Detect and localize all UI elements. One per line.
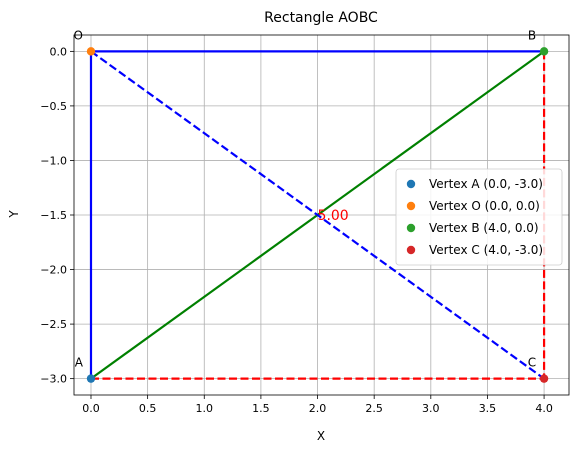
y-tick-label: 0.0 bbox=[50, 45, 68, 58]
legend-marker bbox=[406, 179, 416, 189]
y-tick-label: −1.0 bbox=[40, 154, 67, 167]
legend-entry: Vertex O (0.0, 0.0) bbox=[429, 199, 540, 213]
y-tick-label: −1.5 bbox=[40, 209, 67, 222]
legend-marker bbox=[406, 201, 416, 211]
vertex-point bbox=[86, 374, 96, 383]
legend-entry: Vertex A (0.0, -3.0) bbox=[429, 177, 543, 191]
diagonal-length-annotation: 5.00 bbox=[318, 208, 349, 224]
x-tick-label: 1.5 bbox=[252, 402, 270, 415]
vertex-label: A bbox=[75, 356, 84, 370]
y-tick-label: −2.0 bbox=[40, 264, 67, 277]
x-tick-label: 0.0 bbox=[82, 402, 100, 415]
vertex-points bbox=[86, 47, 549, 383]
vertex-point bbox=[539, 47, 549, 56]
y-tick-label: −0.5 bbox=[40, 100, 67, 113]
chart-title: Rectangle AOBC bbox=[264, 10, 378, 26]
x-tick-label: 2.5 bbox=[365, 402, 383, 415]
x-axis-label: X bbox=[317, 429, 325, 443]
x-tick-label: 1.0 bbox=[196, 402, 214, 415]
legend-marker bbox=[406, 223, 416, 233]
x-tick-label: 0.5 bbox=[139, 402, 157, 415]
y-tick-label: −2.5 bbox=[40, 318, 67, 331]
vertex-label: C bbox=[528, 356, 536, 370]
rectangle-edge-line bbox=[90, 50, 545, 380]
x-tick-label: 2.0 bbox=[309, 402, 327, 415]
x-tick-label: 4.0 bbox=[535, 402, 553, 415]
legend-entry: Vertex C (4.0, -3.0) bbox=[429, 243, 543, 257]
y-axis-label: Y bbox=[7, 210, 21, 219]
x-axis-ticks: 0.0 0.5 1.0 1.5 2.0 2.5 3.0 3.5 4.0 bbox=[82, 395, 553, 415]
y-tick-label: −3.0 bbox=[40, 373, 67, 386]
legend-entry: Vertex B (4.0, 0.0) bbox=[429, 221, 539, 235]
legend: Vertex A (0.0, -3.0) Vertex O (0.0, 0.0) V… bbox=[395, 168, 563, 266]
legend-box bbox=[395, 168, 563, 266]
legend-marker bbox=[406, 245, 416, 255]
vertex-point bbox=[539, 374, 549, 383]
vertex-point bbox=[86, 47, 96, 56]
x-tick-label: 3.0 bbox=[422, 402, 440, 415]
y-axis-ticks: 0.0 −0.5 −1.0 −1.5 −2.0 −2.5 −3.0 bbox=[40, 45, 74, 386]
x-tick-label: 3.5 bbox=[479, 402, 497, 415]
